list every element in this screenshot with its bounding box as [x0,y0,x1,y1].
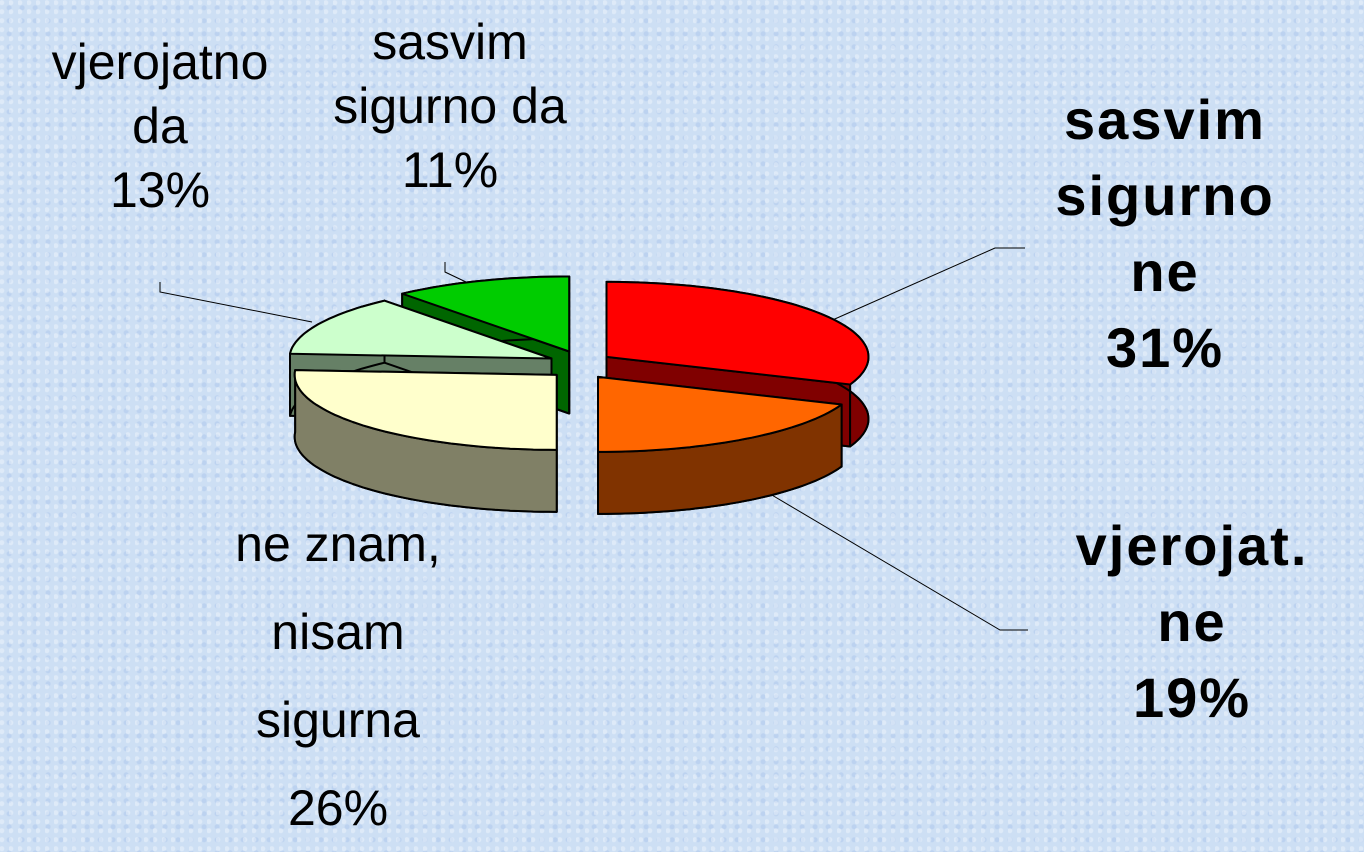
slice-top [289,299,553,360]
slice-label: sasvim sigurno ne 31% [1055,82,1274,386]
value-label: 11% [401,142,499,198]
slice-top [401,275,571,353]
pie-slice [293,369,558,513]
category-label: vjerojatno da [51,34,269,154]
value-label: 26% [287,780,389,836]
value-label: 19% [1132,666,1252,729]
slice-label: vjerojatno da 13% [52,30,269,222]
category-label: vjerojat. ne [1075,514,1309,653]
slice-label: ne znam, nisam sigurna 26% [235,500,441,852]
leader-lines [159,247,1028,631]
pie [289,275,870,515]
leader-line [759,487,1028,631]
slice-label: vjerojat. ne 19% [1076,508,1309,736]
slice-label: sasvim sigurno da 11% [333,10,567,202]
value-label: 13% [109,162,211,218]
slice-top [605,280,870,386]
pie-slice [597,375,843,515]
leader-line [159,282,313,323]
value-label: 31% [1105,316,1225,379]
chart [159,247,1028,631]
category-label: ne znam, nisam sigurna [235,516,441,748]
leader-line [827,247,1025,323]
category-label: sasvim sigurno ne [1055,88,1275,303]
slice-top [293,369,558,451]
slice-top [597,375,843,453]
category-label: sasvim sigurno da [333,14,567,134]
